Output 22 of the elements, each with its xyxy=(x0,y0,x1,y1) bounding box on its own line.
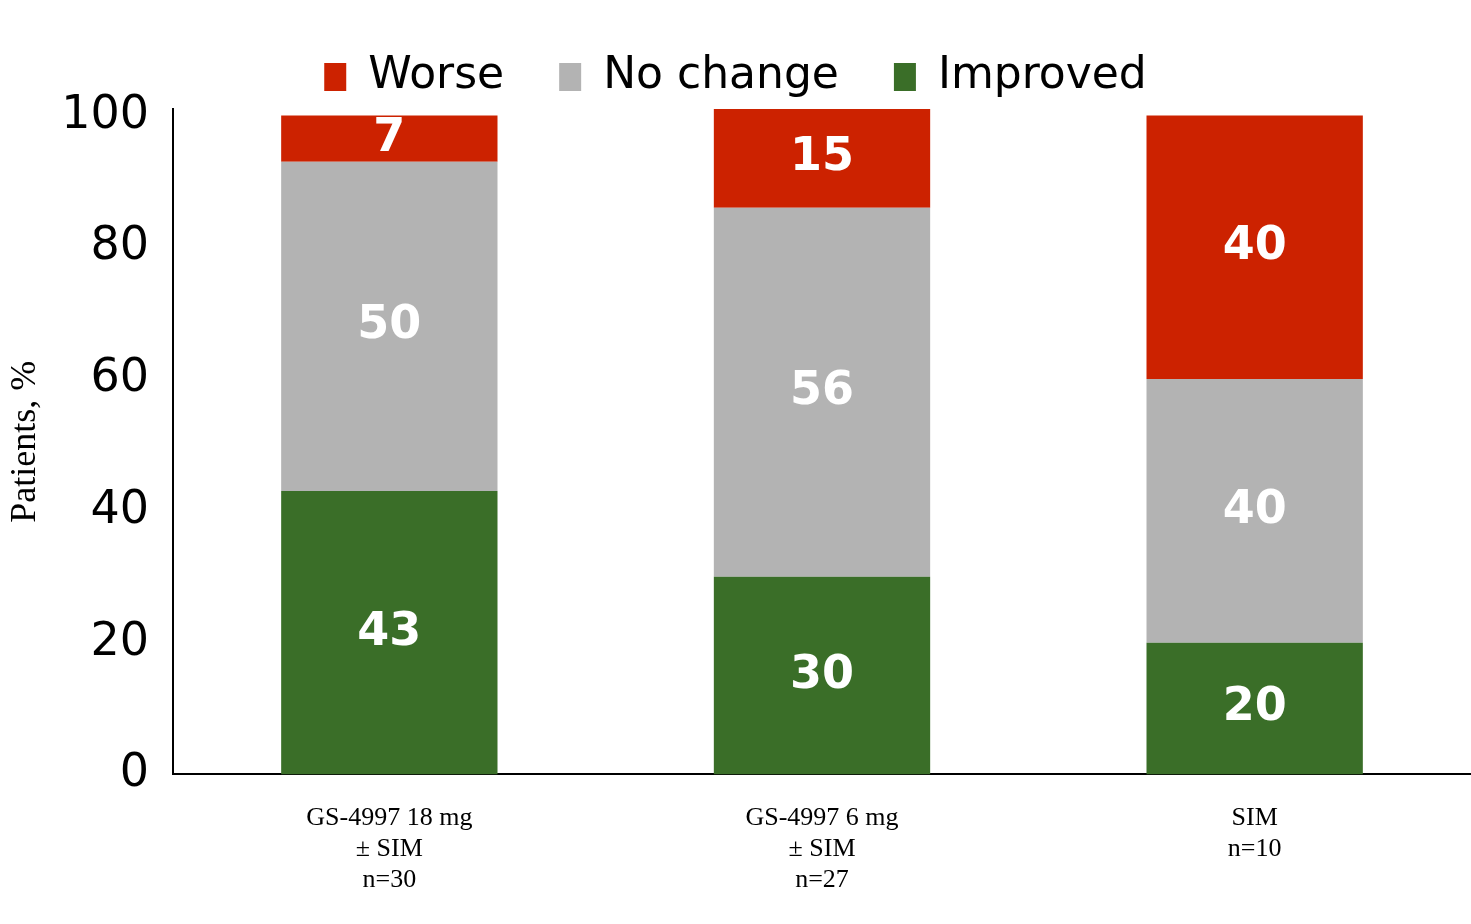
data-label: 56 xyxy=(789,361,855,416)
x-tick-label: GS-4997 6 mg ± SIM n=27 xyxy=(745,801,899,894)
y-tick-label: 60 xyxy=(90,348,149,403)
data-label: 40 xyxy=(1222,216,1287,271)
data-label: 20 xyxy=(1222,677,1287,732)
data-label: 15 xyxy=(789,127,855,182)
data-label: 30 xyxy=(789,644,855,699)
data-label: 50 xyxy=(357,295,422,350)
data-label: 40 xyxy=(1222,479,1287,534)
data-label: 43 xyxy=(357,601,422,656)
y-axis-title: Patients, % xyxy=(3,360,44,523)
y-tick-label: 80 xyxy=(90,216,149,271)
y-tick-label: 100 xyxy=(61,84,149,139)
x-tick-label: SIM n=10 xyxy=(1227,801,1282,863)
data-label: 7 xyxy=(373,107,406,162)
y-tick-label: 0 xyxy=(119,743,149,798)
legend-label: No change xyxy=(603,47,839,99)
y-tick-label: 40 xyxy=(90,479,149,534)
x-tick-label: GS-4997 18 mg ± SIM n=30 xyxy=(306,801,473,894)
legend-label: Worse xyxy=(368,47,505,99)
legend-label: Improved xyxy=(937,47,1147,99)
y-tick-label: 20 xyxy=(90,611,149,666)
